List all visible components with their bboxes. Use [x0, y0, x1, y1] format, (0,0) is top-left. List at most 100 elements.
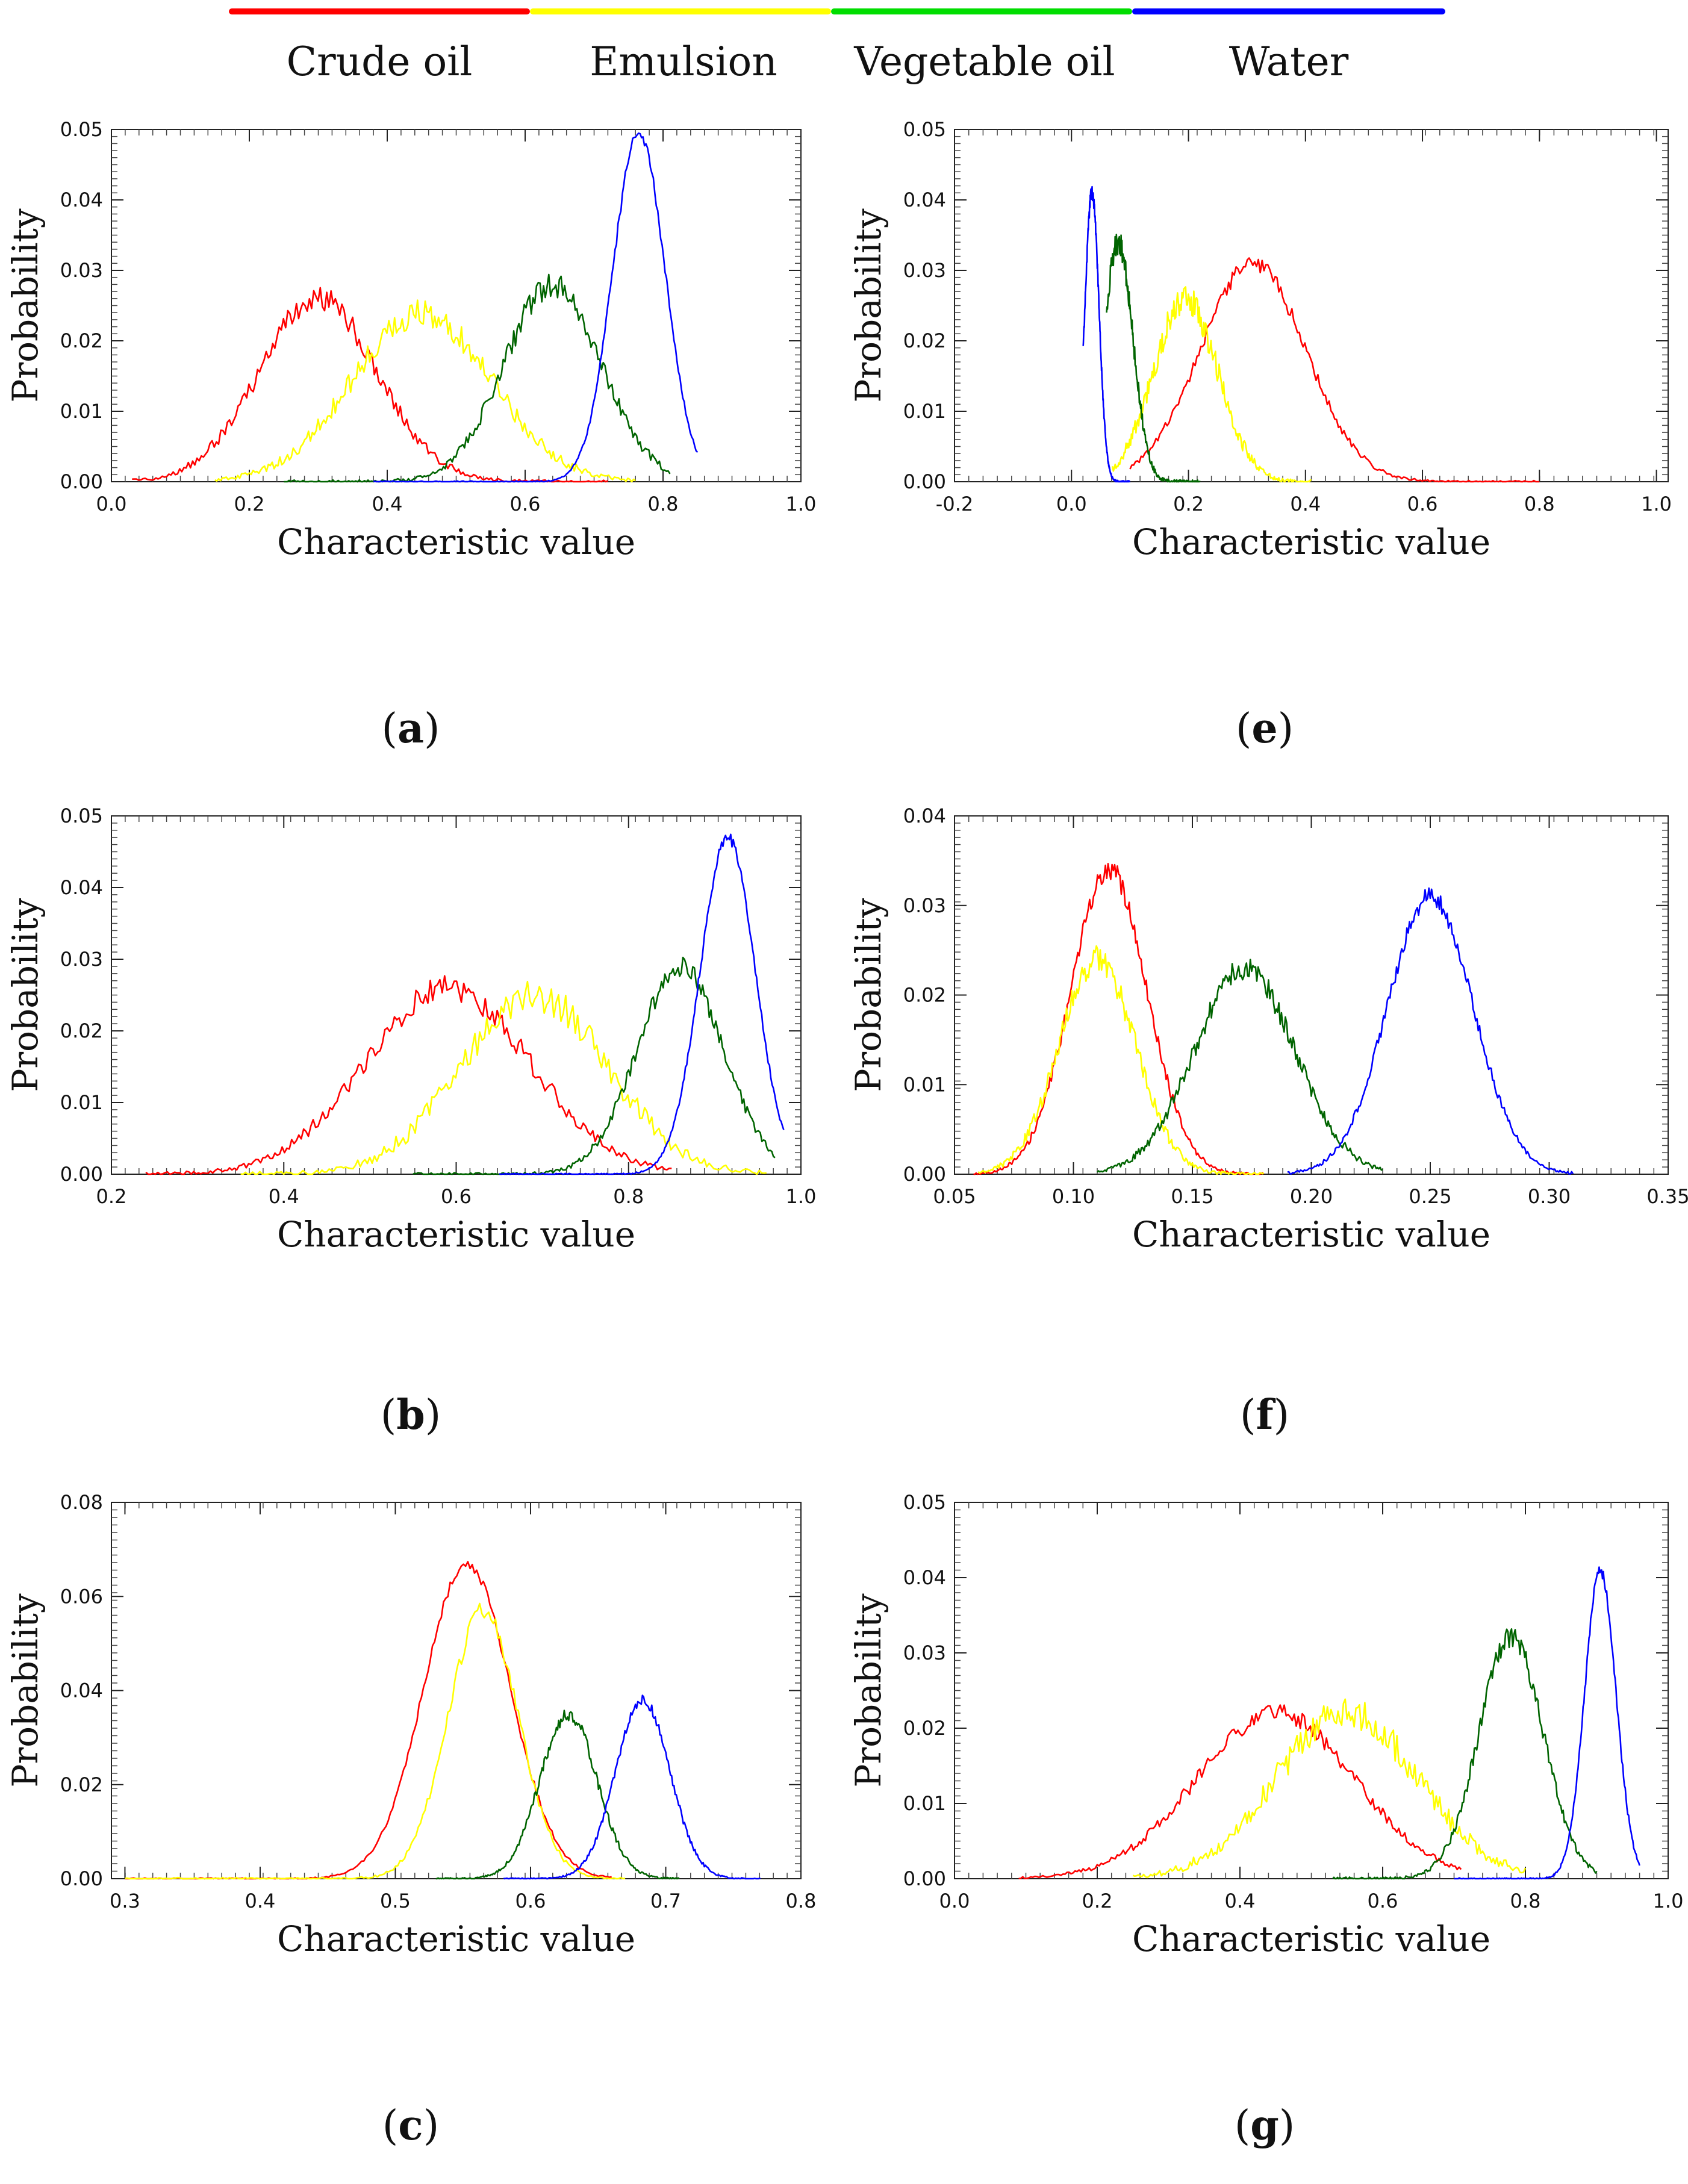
y-tick-label: 0.02: [903, 1717, 946, 1740]
legend-bar-crude-oil: [229, 8, 530, 14]
x-tick-label: 0.8: [648, 493, 679, 515]
x-tick-label: 0.8: [613, 1185, 644, 1208]
x-axis-title: Characteristic value: [1132, 521, 1490, 562]
y-tick-label: 0.00: [903, 1163, 946, 1186]
y-tick-label: 0.02: [60, 1019, 103, 1042]
x-tick-label: 0.30: [1528, 1185, 1571, 1208]
series-line-crude-oil: [125, 1561, 612, 1880]
x-axis-title: Characteristic value: [277, 1214, 635, 1255]
chart-f: 0.05 0.10 0.15 0.20 0.25 0.30 0.35 0.00 0.01 0.02…: [848, 804, 1688, 1255]
y-tick-label: 0.00: [60, 470, 103, 493]
x-tick-label: 0.4: [245, 1890, 276, 1912]
y-axis-title: Probability: [848, 898, 889, 1092]
series-line-water: [499, 833, 785, 1175]
x-axis-title: Characteristic value: [277, 1918, 635, 1959]
series-line-emulsion: [1132, 1698, 1527, 1879]
x-tick-label: 0.25: [1409, 1185, 1451, 1208]
y-tick-label: 0.02: [60, 1773, 103, 1796]
y-tick-label: 0.08: [60, 1491, 103, 1514]
y-tick-label: 0.05: [903, 1491, 946, 1514]
plot-frame: [954, 815, 1669, 1175]
y-tick-label: 0.01: [60, 400, 103, 423]
y-tick-label: 0.03: [60, 948, 103, 971]
series-line-emulsion: [125, 1602, 626, 1880]
series-line-water: [373, 132, 699, 483]
series-line-crude-oil: [1129, 257, 1540, 483]
y-tick-label: 0.00: [903, 1867, 946, 1890]
y-tick-label: 0.02: [903, 984, 946, 1007]
legend-label-vegetable-oil: Vegetable oil: [854, 39, 1115, 85]
y-tick-label: 0.04: [903, 1566, 946, 1589]
series-line-emulsion: [240, 980, 767, 1175]
x-axis-title: Characteristic value: [277, 521, 635, 562]
series-line-water: [1454, 1566, 1640, 1880]
y-axis-title: Probability: [5, 208, 46, 402]
legend: Crude oil Emulsion Vegetable oil Water: [229, 8, 1445, 85]
y-tick-label: 0.00: [60, 1867, 103, 1890]
y-tick-label: 0.04: [903, 804, 946, 827]
legend-label-emulsion: Emulsion: [590, 39, 777, 85]
y-tick-label: 0.02: [903, 329, 946, 352]
x-tick-label: 0.2: [96, 1185, 127, 1208]
x-tick-label: 0.8: [786, 1890, 817, 1912]
chart-panel-g: 0.0 0.2 0.4 0.6 0.8 1.0 0.00 0.01 0.02 0.03 0.04 0.…: [843, 1475, 1688, 2180]
x-tick-label: 0.2: [1082, 1890, 1113, 1912]
legend-bar-vegetable-oil: [831, 8, 1132, 14]
chart-e: -0.2 0.0 0.2 0.4 0.6 0.8 1.0 0.00 0.01 0.02 0.03 0.…: [848, 118, 1672, 562]
series-line-water: [1082, 185, 1131, 483]
y-tick-label: 0.02: [60, 329, 103, 352]
y-tick-label: 0.03: [903, 1641, 946, 1664]
y-tick-label: 0.05: [903, 118, 946, 141]
x-axis-title: Characteristic value: [1132, 1214, 1490, 1255]
y-tick-label: 0.03: [903, 259, 946, 282]
x-axis-title: Characteristic value: [1132, 1918, 1490, 1959]
chart-b: 0.2 0.4 0.6 0.8 1.0 0.00 0.01 0.02 0.03 0.04 0.05 C…: [5, 804, 817, 1255]
series-line-vegetable-oil: [1332, 1628, 1598, 1880]
x-tick-label: 0.6: [441, 1185, 472, 1208]
series-line-crude-oil: [145, 975, 672, 1175]
y-tick-label: 0.04: [60, 188, 103, 211]
x-tick-label: -0.2: [936, 493, 973, 515]
y-axis-title: Probability: [5, 898, 46, 1092]
y-tick-label: 0.00: [903, 470, 946, 493]
x-tick-label: 0.8: [1510, 1890, 1541, 1912]
x-tick-label: 0.6: [510, 493, 541, 515]
y-axis-title: Probability: [848, 208, 889, 402]
x-tick-label: 0.7: [650, 1890, 681, 1912]
y-tick-label: 0.04: [60, 1679, 103, 1702]
plot-frame: [954, 129, 1669, 482]
x-tick-label: 0.5: [380, 1890, 411, 1912]
x-tick-label: 0.6: [1407, 493, 1438, 515]
y-tick-label: 0.01: [60, 1091, 103, 1114]
y-tick-label: 0.01: [903, 1073, 946, 1096]
chart-g: 0.0 0.2 0.4 0.6 0.8 1.0 0.00 0.01 0.02 0.03 0.04 0.…: [848, 1491, 1683, 1959]
series-line-vegetable-oil: [284, 273, 671, 483]
series-line-vegetable-oil: [413, 956, 776, 1175]
x-tick-label: 0.4: [1225, 1890, 1256, 1912]
y-tick-label: 0.04: [903, 188, 946, 211]
y-tick-label: 0.03: [903, 894, 946, 917]
x-tick-label: 0.3: [110, 1890, 140, 1912]
x-tick-label: 0.15: [1171, 1185, 1213, 1208]
chart-panel-f: 0.05 0.10 0.15 0.20 0.25 0.30 0.35 0.00 0.01 0.02…: [843, 789, 1688, 1475]
x-tick-label: 0.8: [1524, 493, 1555, 515]
legend-bar-emulsion: [530, 8, 831, 14]
x-tick-label: 0.4: [372, 493, 403, 515]
x-tick-label: 0.2: [1173, 493, 1204, 515]
x-tick-label: 1.0: [786, 1185, 817, 1208]
series-line-crude-oil: [1018, 1704, 1462, 1880]
panel-label-b: (b): [380, 1391, 441, 1439]
series-line-emulsion: [977, 945, 1265, 1175]
y-axis-title: Probability: [848, 1593, 889, 1787]
y-tick-label: 0.01: [903, 1792, 946, 1815]
series-line-crude-oil: [132, 287, 608, 483]
panel-label-c: (c): [382, 2102, 440, 2150]
x-tick-label: 0.0: [96, 493, 127, 515]
x-tick-label: 0.0: [939, 1890, 970, 1912]
plot-frame: [111, 1502, 802, 1879]
plot-frame: [111, 129, 802, 482]
x-tick-label: 0.20: [1290, 1185, 1333, 1208]
x-tick-label: 0.4: [1290, 493, 1321, 515]
y-axis-title: Probability: [5, 1593, 46, 1787]
y-tick-label: 0.00: [60, 1163, 103, 1186]
